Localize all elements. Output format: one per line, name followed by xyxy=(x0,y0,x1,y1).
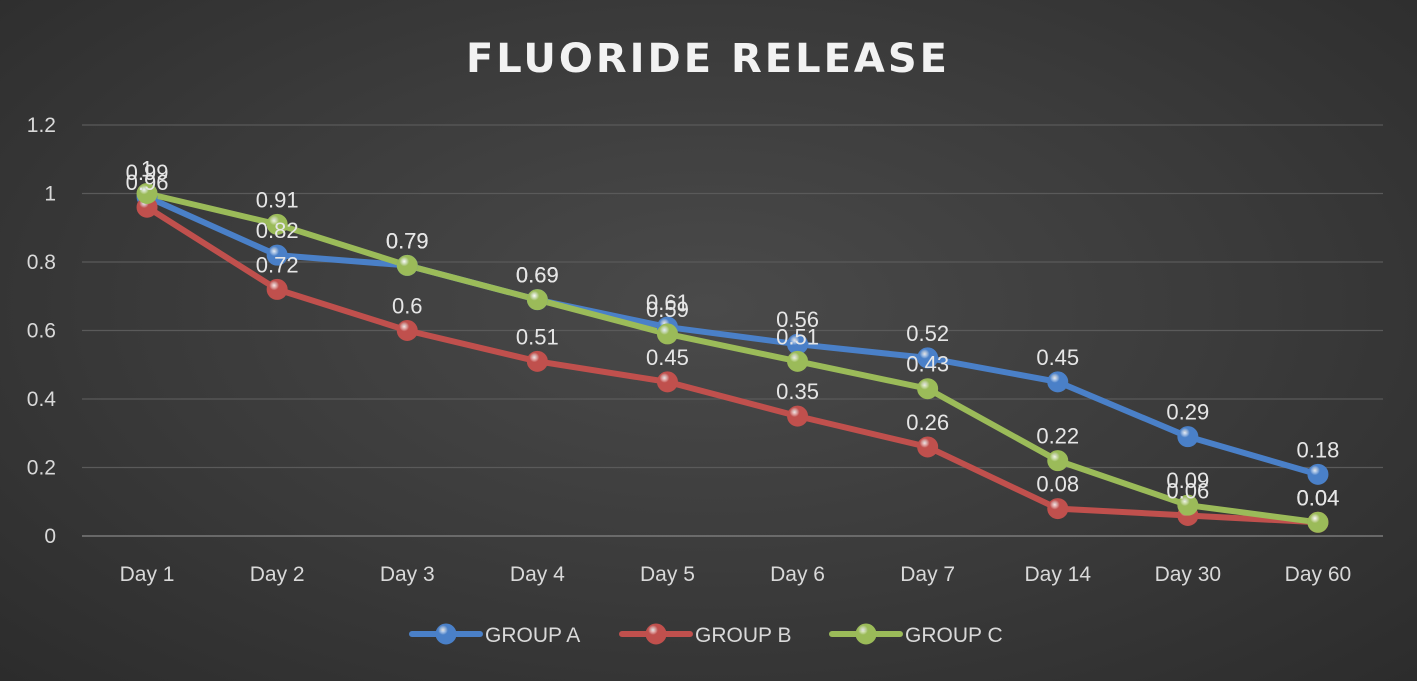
data-label: 0.69 xyxy=(516,263,559,288)
legend-label: GROUP A xyxy=(485,624,580,647)
y-tick-label: 1 xyxy=(44,183,56,206)
x-tick-label: Day 2 xyxy=(250,563,305,586)
data-point xyxy=(1307,511,1329,533)
data-point xyxy=(656,371,678,393)
data-point xyxy=(526,350,548,372)
series-line-group-c xyxy=(144,190,1321,526)
x-tick-label: Day 6 xyxy=(770,563,825,586)
data-point xyxy=(136,183,158,204)
data-label: 0.56 xyxy=(776,307,819,332)
data-point xyxy=(787,405,809,427)
data-label: 0.91 xyxy=(256,187,299,212)
y-tick-label: 0.2 xyxy=(27,457,56,480)
legend-label: GROUP B xyxy=(695,624,791,647)
data-label: 0.6 xyxy=(392,294,423,319)
data-label: 0.04 xyxy=(1297,485,1340,510)
x-tick-label: Day 7 xyxy=(900,563,955,586)
data-point xyxy=(917,436,939,458)
data-label: 0.51 xyxy=(516,324,559,349)
data-label: 0.72 xyxy=(256,252,299,277)
y-tick-label: 0.6 xyxy=(27,320,56,343)
data-label: 0.43 xyxy=(906,352,949,377)
data-label: 0.26 xyxy=(906,410,949,435)
data-label: 0.29 xyxy=(1166,400,1209,425)
gridlines xyxy=(82,124,1383,537)
data-label: 0.79 xyxy=(386,228,429,253)
data-point xyxy=(266,213,288,235)
data-point xyxy=(917,378,939,400)
data-label: 0.45 xyxy=(1036,345,1079,370)
data-label: 0.35 xyxy=(776,379,819,404)
data-point xyxy=(1047,371,1069,393)
data-label: 0.22 xyxy=(1036,424,1079,449)
x-tick-label: Day 5 xyxy=(640,563,695,586)
data-labels: 0.990.82 0.790.690.610.560.520.450.290.18… xyxy=(126,157,1340,511)
x-tick-label: Day 1 xyxy=(120,563,175,586)
series-line-group-a xyxy=(144,193,1321,478)
data-point xyxy=(656,323,678,345)
series-lines xyxy=(144,190,1321,526)
data-label: 0.18 xyxy=(1297,437,1340,462)
x-tick-label: Day 30 xyxy=(1155,563,1222,586)
data-label: 1 xyxy=(141,157,153,182)
data-point xyxy=(526,289,548,311)
data-point xyxy=(1177,426,1199,448)
legend: GROUP A GROUP B GROUP C xyxy=(409,623,1003,647)
data-label: 0.45 xyxy=(646,345,689,370)
y-tick-label: 1.2 xyxy=(27,114,56,137)
legend-marker xyxy=(435,623,457,645)
data-point xyxy=(396,254,418,276)
data-label: 0.08 xyxy=(1036,472,1079,497)
data-label: 0.99 xyxy=(126,160,169,185)
data-point xyxy=(1307,463,1329,485)
data-point xyxy=(787,350,809,372)
x-tick-label: Day 60 xyxy=(1285,563,1352,586)
data-label: 0.69 xyxy=(516,263,559,288)
legend-marker xyxy=(645,623,667,645)
y-tick-label: 0.4 xyxy=(27,388,57,411)
data-label: 0.04 xyxy=(1297,485,1340,510)
data-label: 0.52 xyxy=(906,321,949,346)
data-label: 0.61 xyxy=(646,290,689,315)
data-label: 0.09 xyxy=(1166,468,1209,493)
data-label: 0.96 xyxy=(126,170,169,195)
data-label: 0.51 xyxy=(776,324,819,349)
series-line-group-b xyxy=(144,204,1321,526)
legend-marker xyxy=(855,623,877,645)
data-point xyxy=(917,347,939,369)
chart-title: FLUORIDE RELEASE xyxy=(466,36,950,82)
data-label: 0.59 xyxy=(646,297,689,322)
x-tick-label: Day 14 xyxy=(1024,563,1091,586)
data-point xyxy=(266,278,288,300)
data-point xyxy=(1177,494,1199,516)
data-point xyxy=(396,320,418,341)
x-tick-label: Day 3 xyxy=(380,563,435,586)
x-axis-ticks: Day 1 Day 2 Day 3 Day 4 Day 5 Day 6 Day 7 Day 1… xyxy=(120,563,1352,586)
data-label: 0.06 xyxy=(1166,478,1209,503)
data-point xyxy=(266,244,288,266)
y-tick-label: 0.8 xyxy=(27,251,56,274)
data-point xyxy=(1047,498,1069,520)
data-label: 0.79 xyxy=(386,228,429,253)
data-point xyxy=(1047,450,1069,472)
y-axis-ticks: 0 0.2 0.4 0.6 0.8 1 1.2 xyxy=(27,114,57,548)
legend-label: GROUP C xyxy=(905,624,1003,647)
data-label: 0.82 xyxy=(256,218,299,243)
y-tick-label: 0 xyxy=(44,525,56,548)
series-markers xyxy=(136,183,1329,533)
x-tick-label: Day 4 xyxy=(510,563,565,586)
